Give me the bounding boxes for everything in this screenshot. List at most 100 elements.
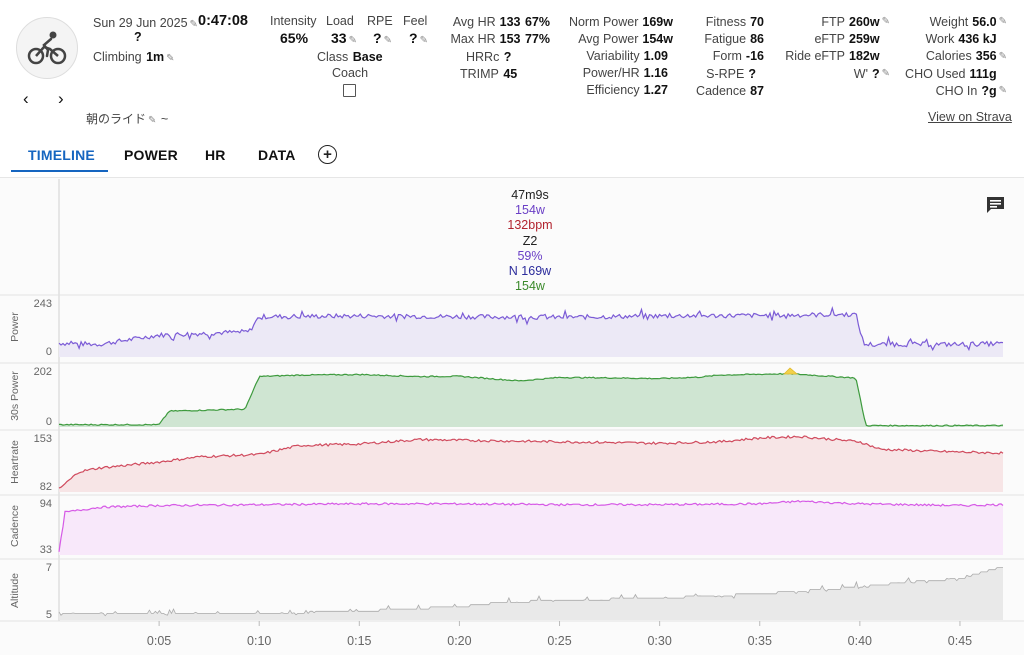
weight-value[interactable]: 56.0 [972, 14, 997, 29]
ride-eftp-label: Ride eFTP [785, 49, 846, 64]
add-tab-button[interactable]: + [318, 145, 337, 164]
edit-rpe-icon[interactable]: ✎ [383, 35, 392, 46]
x-tick-label: 0:05 [147, 634, 171, 648]
power-stats: Norm Power 169w Avg Power 154w [555, 13, 673, 48]
wprime-label: W' [853, 66, 868, 81]
series-line [58, 434, 1004, 489]
tab-timeline[interactable]: TIMELINE [28, 147, 95, 163]
series-30s-power[interactable] [59, 372, 1004, 427]
series-fill [59, 500, 1003, 555]
avg-hr-label: Avg HR [452, 14, 496, 29]
timeline-chart[interactable]: 243 0 Power 202 0 30s Power 153 82 Heartrate 94 33… [0, 177, 1024, 654]
hover-pct: 59% [517, 248, 543, 263]
y-tick-label: 153 [34, 433, 52, 445]
efficiency-value: 1.27 [643, 83, 668, 98]
y-tick-label: 202 [34, 366, 52, 378]
series-cadence[interactable] [58, 499, 1004, 555]
class-label: Class [317, 50, 349, 64]
y-tick-label: 5 [46, 609, 52, 621]
climbing-value[interactable]: 1m [146, 50, 165, 64]
class-value: Base [352, 50, 383, 64]
x-tick-label: 0:10 [247, 634, 271, 648]
activity-name[interactable]: 朝のライド [86, 112, 147, 126]
climbing-label: Climbing [93, 50, 142, 64]
prev-activity-button[interactable]: ‹ [23, 89, 29, 108]
edit-climbing-icon[interactable]: ✎ [166, 53, 175, 64]
avg-hr-pct: 67% [524, 14, 550, 29]
next-activity-button[interactable]: › [58, 89, 64, 108]
series-fill [59, 435, 1003, 492]
max-hr-pct: 77% [524, 31, 550, 46]
avg-hr-value: 133 [499, 14, 521, 29]
norm-power-value: 169w [642, 14, 673, 29]
view-on-strava-link[interactable]: View on Strava [928, 110, 1012, 124]
edit-cho-in-icon[interactable]: ✎ [998, 85, 1007, 97]
hrrc-label: HRRc [466, 50, 500, 64]
x-tick-label: 0:15 [347, 634, 371, 648]
x-tick-label: 0:25 [547, 634, 571, 648]
series-fill [59, 567, 1003, 620]
series-line [58, 306, 1004, 352]
coach-checkbox[interactable] [343, 84, 356, 97]
form-value: -16 [745, 49, 764, 64]
rpe-value[interactable]: ? [373, 30, 382, 46]
edit-name-icon[interactable]: ✎ [148, 115, 157, 126]
cho-in-label: CHO In [935, 83, 978, 98]
edit-ftp-icon[interactable]: ✎ [881, 16, 890, 28]
edit-feel-icon[interactable]: ✎ [419, 35, 428, 46]
series-power[interactable] [58, 306, 1004, 357]
x-tick-label: 0:35 [748, 634, 772, 648]
edit-calories-icon[interactable]: ✎ [998, 50, 1007, 62]
series-altitude[interactable] [58, 567, 1003, 620]
feel-value[interactable]: ? [409, 30, 418, 46]
cho-in-value[interactable]: ?g [981, 83, 997, 98]
activity-unknown-value[interactable]: ? [134, 30, 142, 44]
edit-wprime-icon[interactable]: ✎ [881, 68, 890, 80]
srpe-value: ? [748, 66, 756, 81]
y-axis-label: Power [9, 312, 21, 342]
calories-value[interactable]: 356 [975, 49, 997, 64]
fitness-stats: Fitness 70 Fatigue 86 Form -16 S-RPE? Caden… [680, 13, 764, 99]
calories-label: Calories [925, 49, 972, 64]
comment-icon[interactable] [985, 195, 1006, 220]
x-tick-label: 0:40 [848, 634, 872, 648]
y-tick-label: 7 [46, 562, 52, 574]
activity-name-suffix: ~ [160, 112, 169, 126]
tab-hr[interactable]: HR [205, 147, 226, 163]
tab-data[interactable]: DATA [258, 147, 296, 163]
y-tick-label: 0 [46, 346, 52, 358]
activity-date[interactable]: Sun 29 Jun 2025 [93, 16, 188, 30]
activity-avatar[interactable] [16, 17, 78, 79]
work-label: Work [925, 31, 955, 46]
class-field: Class Base [317, 48, 383, 66]
activity-date-block: Sun 29 Jun 2025 ✎ [93, 14, 198, 32]
load-field: 33 ✎ [331, 30, 357, 48]
ftp-label: FTP [821, 14, 846, 29]
coach-label: Coach [332, 66, 369, 80]
edit-load-icon[interactable]: ✎ [348, 35, 357, 46]
fitness-value: 70 [750, 14, 764, 29]
y-axis-label: Heartrate [9, 440, 21, 484]
feel-field: ? ✎ [409, 30, 428, 48]
edit-weight-icon[interactable]: ✎ [998, 16, 1007, 28]
eftp-label: eFTP [814, 31, 846, 46]
y-tick-label: 94 [40, 498, 52, 510]
activity-name-field[interactable]: 朝のライド ✎ ~ [86, 110, 168, 128]
rpe-field: ? ✎ [373, 30, 392, 48]
series-fill [59, 308, 1003, 357]
series-line [58, 499, 1004, 552]
load-value[interactable]: 33 [331, 30, 347, 46]
ftp-value[interactable]: 260w [849, 14, 880, 29]
tab-power[interactable]: POWER [124, 147, 178, 163]
wprime-value[interactable]: ? [871, 66, 880, 81]
hover-norm: N 169w [508, 264, 552, 279]
edit-date-icon[interactable]: ✎ [189, 19, 198, 30]
hr-stats: Avg HR 133 67% Max HR 153 77% [430, 13, 551, 48]
series-heartrate[interactable] [58, 434, 1004, 492]
y-tick-label: 33 [40, 544, 52, 556]
series-line [59, 372, 1004, 427]
hover-hr: 132bpm [507, 218, 553, 233]
variability-value: 1.09 [643, 48, 668, 63]
form-label: Form [712, 49, 742, 64]
